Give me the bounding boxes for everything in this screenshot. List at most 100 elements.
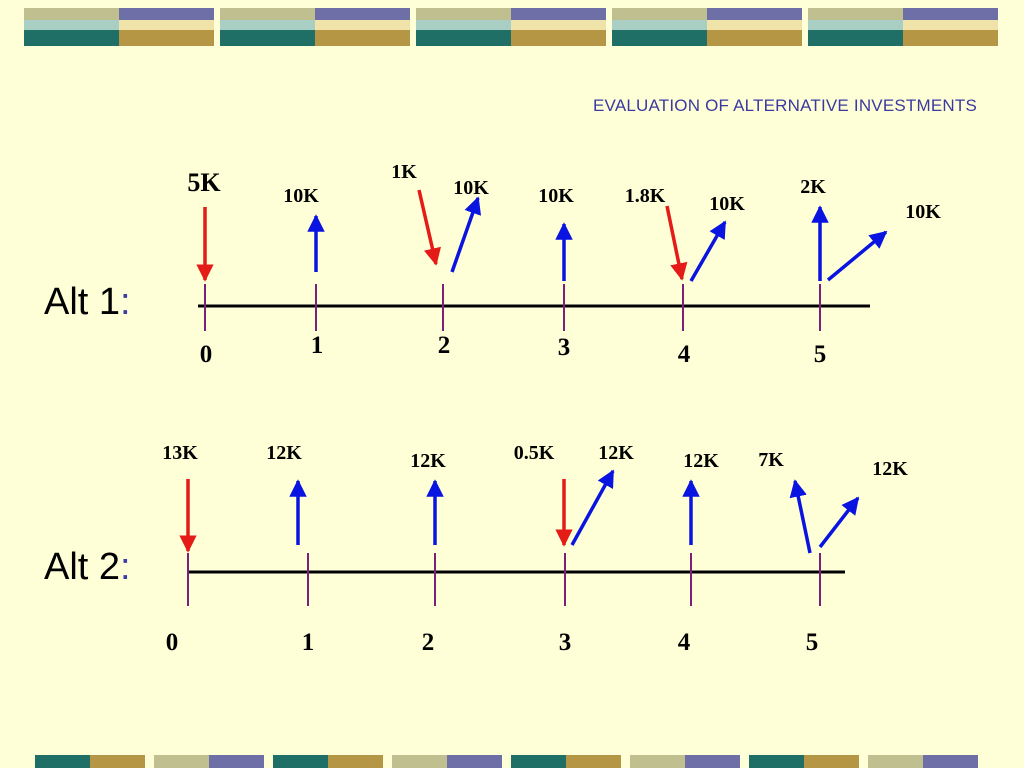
band-block-2-mr — [511, 20, 606, 30]
alt1-period-2: 2 — [438, 332, 451, 359]
band-block-4-tr — [903, 8, 998, 20]
bottom-band-1-l — [154, 755, 209, 768]
bottom-band-6-r — [804, 755, 859, 768]
alt2-inflow-arrow-p5-small — [789, 479, 812, 554]
bottom-band-4-l — [511, 755, 566, 768]
alt2-label-text: Alt 2 — [44, 546, 121, 588]
alt2-inflow-arrow-p5-large — [818, 496, 860, 549]
alt2-amount-p3-in: 12K — [598, 442, 634, 464]
alt2-period-labels: 0 1 2 3 4 5 — [166, 629, 819, 656]
band-block-0-ml — [24, 20, 119, 30]
alt1-amount-p5-in-large: 10K — [905, 201, 941, 223]
alt2-amount-p2-in: 12K — [410, 450, 446, 472]
bottom-band-7-r — [923, 755, 978, 768]
alt1-diagram: 0 1 2 3 4 5 5K 10K 1K 10K 10K 1.8K 10K — [187, 161, 941, 368]
alt2-label: Alt 2: — [44, 546, 131, 589]
band-block-4-br — [903, 30, 998, 46]
alt2-diagram: 0 1 2 3 4 5 13K 12K 12K 0.5K 12K 12K 7K … — [162, 442, 908, 656]
alt1-inflow-arrow-p4 — [689, 220, 727, 282]
band-block-2-br — [511, 30, 606, 46]
band-block-0-tl — [24, 8, 119, 20]
band-block-3-bl — [612, 30, 707, 46]
alt2-period-3: 3 — [559, 629, 572, 656]
band-block-4-bl — [808, 30, 903, 46]
band-block-2-ml — [416, 20, 511, 30]
bottom-band-6-l — [749, 755, 804, 768]
band-block-2-bl — [416, 30, 511, 46]
alt1-amount-p5-in-small: 2K — [800, 176, 826, 198]
bottom-decorative-band — [35, 755, 978, 768]
alt1-inflow-arrow-p5-large — [826, 230, 888, 282]
alt2-amount-p5-in-small: 7K — [758, 449, 784, 471]
band-block-1-bl — [220, 30, 315, 46]
band-block-0-tr — [119, 8, 214, 20]
band-block-3-mr — [707, 20, 802, 30]
alt2-period-0: 0 — [166, 629, 179, 656]
alt1-amount-p1-in: 10K — [283, 185, 319, 207]
alt1-period-4: 4 — [678, 341, 691, 368]
bottom-band-7-l — [868, 755, 923, 768]
alt1-label: Alt 1: — [44, 281, 131, 324]
alt1-label-text: Alt 1 — [44, 281, 121, 323]
alt1-period-labels: 0 1 2 3 4 5 — [200, 332, 827, 368]
bottom-band-3-r — [447, 755, 502, 768]
alt1-amount-labels: 5K 10K 1K 10K 10K 1.8K 10K 2K 10K — [187, 161, 941, 223]
band-block-2-tr — [511, 8, 606, 20]
alt1-amount-p2-out: 1K — [391, 161, 417, 183]
alt2-amount-p0-out: 13K — [162, 442, 198, 464]
alt1-amount-p3-in: 10K — [538, 185, 574, 207]
alt1-period-0: 0 — [200, 341, 213, 368]
alt2-amount-labels: 13K 12K 12K 0.5K 12K 12K 7K 12K — [162, 442, 908, 480]
alt2-arrows — [179, 469, 860, 554]
alt2-period-5: 5 — [806, 629, 819, 656]
bottom-band-0-r — [90, 755, 145, 768]
band-block-3-br — [707, 30, 802, 46]
band-block-1-ml — [220, 20, 315, 30]
alt1-outflow-arrow-p4 — [665, 205, 688, 281]
alt1-amount-p4-in: 10K — [709, 193, 745, 215]
band-block-4-mr — [903, 20, 998, 30]
alt1-inflow-arrow-p2 — [450, 196, 482, 273]
bottom-band-0-l — [35, 755, 90, 768]
bottom-band-5-r — [685, 755, 740, 768]
alt1-outflow-arrow-p2 — [417, 189, 442, 266]
bottom-band-4-r — [566, 755, 621, 768]
bottom-band-2-l — [273, 755, 328, 768]
alt2-amount-p1-in: 12K — [266, 442, 302, 464]
alt1-arrows — [196, 189, 888, 282]
alt1-amount-p4-out: 1.8K — [625, 185, 666, 207]
alt1-period-1: 1 — [311, 332, 324, 359]
alt2-label-colon: : — [120, 546, 131, 588]
alt1-label-colon: : — [120, 281, 131, 323]
alt2-period-1: 1 — [302, 629, 315, 656]
band-block-1-tl — [220, 8, 315, 20]
band-block-1-tr — [315, 8, 410, 20]
band-block-3-ml — [612, 20, 707, 30]
alt1-period-5: 5 — [814, 341, 827, 368]
alt1-ticks — [204, 284, 821, 331]
alt2-amount-p5-in-large: 12K — [872, 458, 908, 480]
band-block-1-br — [315, 30, 410, 46]
band-block-0-mr — [119, 20, 214, 30]
alt2-ticks — [187, 553, 821, 606]
bottom-band-3-l — [392, 755, 447, 768]
bottom-band-2-r — [328, 755, 383, 768]
band-block-4-ml — [808, 20, 903, 30]
alt2-amount-p3-out: 0.5K — [514, 442, 555, 464]
band-block-3-tl — [612, 8, 707, 20]
alt2-inflow-arrow-p3 — [570, 469, 615, 546]
band-block-4-tl — [808, 8, 903, 20]
band-block-0-br — [119, 30, 214, 46]
band-block-0-bl — [24, 30, 119, 46]
alt2-amount-p4-in: 12K — [683, 450, 719, 472]
alt1-period-3: 3 — [558, 334, 571, 361]
band-block-1-mr — [315, 20, 410, 30]
bottom-band-5-l — [630, 755, 685, 768]
top-decorative-band — [24, 8, 998, 46]
band-block-3-tr — [707, 8, 802, 20]
alt1-amount-p2-in: 10K — [453, 177, 489, 199]
alt1-amount-p0-out: 5K — [187, 168, 221, 197]
band-block-2-tl — [416, 8, 511, 20]
slide-title: EVALUATION OF ALTERNATIVE INVESTMENTS — [593, 96, 977, 115]
